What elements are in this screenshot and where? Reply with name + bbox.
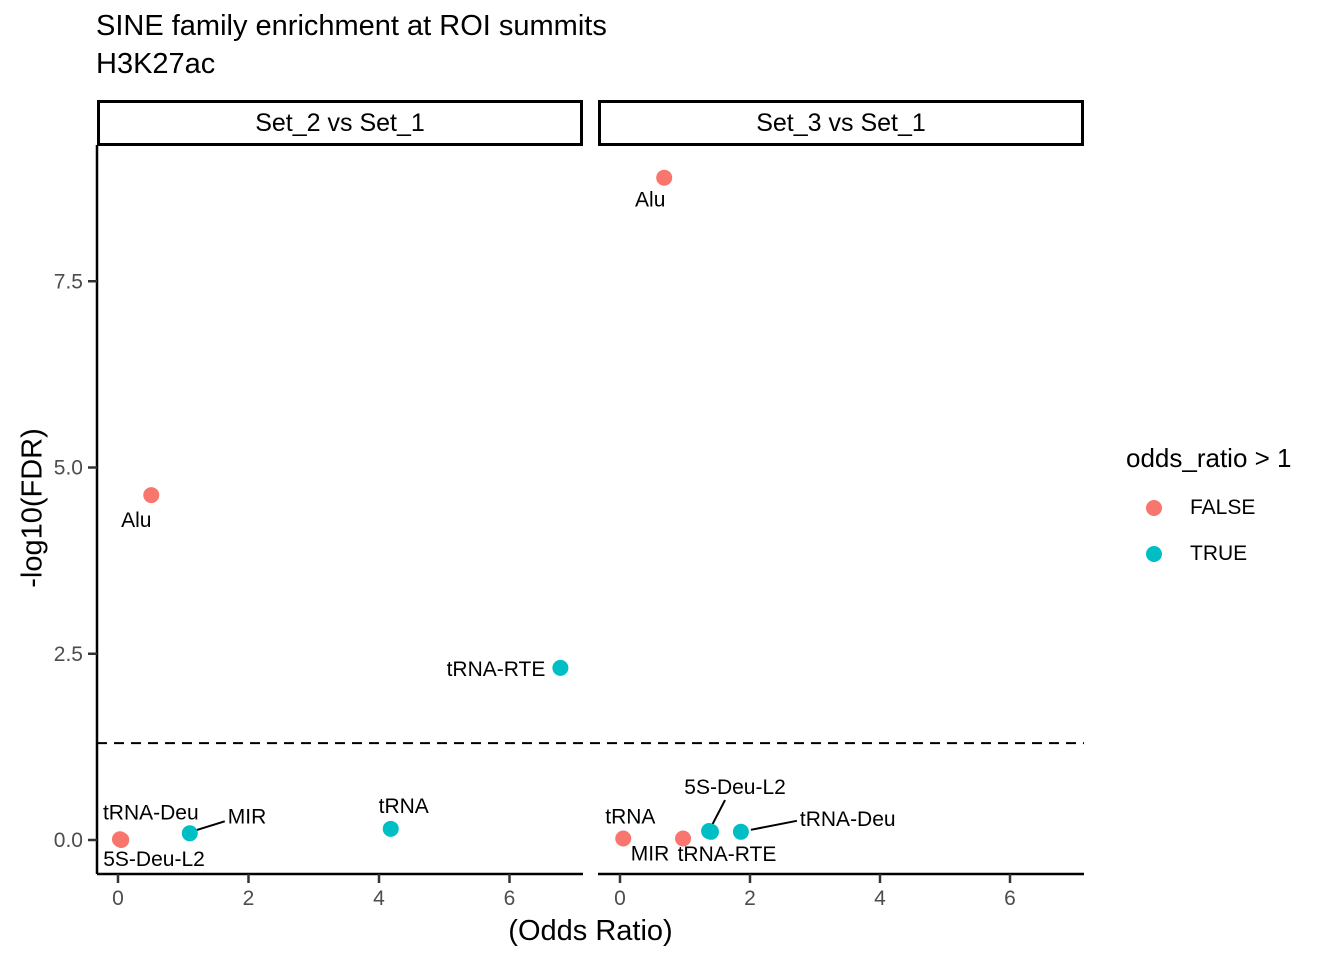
data-point-5s-deu-l2	[701, 823, 718, 840]
y-axis-title: -log10(FDR)	[16, 428, 49, 588]
x-axis-title: (Odds Ratio)	[508, 915, 673, 947]
data-point-trna	[382, 820, 399, 837]
plot-subtitle: H3K27ac	[96, 48, 216, 80]
legend-label-false: FALSE	[1190, 496, 1256, 519]
point-label-trna: tRNA	[379, 795, 429, 818]
facet-strip-label: Set_2 vs Set_1	[255, 108, 425, 137]
data-point-mir	[675, 830, 692, 847]
label-leader-line	[711, 799, 726, 826]
y-tick-label: 2.5	[54, 643, 83, 666]
label-leader-line	[195, 820, 226, 832]
legend-swatch-false	[1146, 500, 1162, 516]
point-label-5s-deu-l2: 5S-Deu-L2	[103, 848, 205, 871]
x-tick-label: 0	[112, 887, 124, 910]
point-label-trna: tRNA	[605, 806, 655, 829]
plot-title: SINE family enrichment at ROI summits	[96, 10, 607, 42]
data-point-alu	[656, 169, 673, 186]
data-point-mir	[181, 825, 198, 842]
point-label-5s-deu-l2: 5S-Deu-L2	[684, 776, 786, 799]
x-tick-label: 6	[504, 887, 516, 910]
legend-label-true: TRUE	[1190, 542, 1248, 565]
point-label-mir: MIR	[228, 805, 267, 828]
x-tick-label: 0	[614, 887, 626, 910]
point-label-trna-rte: tRNA-RTE	[678, 843, 777, 866]
point-label-alu: Alu	[635, 189, 665, 212]
facet-strip-set3-vs-set1: Set_3 vs Set_1	[598, 100, 1084, 146]
point-label-trna-rte: tRNA-RTE	[447, 658, 546, 681]
data-point-trna-deu	[732, 823, 749, 840]
y-tick-label: 0.0	[54, 829, 83, 852]
legend-title: odds_ratio > 1	[1126, 443, 1292, 473]
data-point-alu	[143, 487, 160, 504]
label-leader-line	[750, 819, 798, 831]
point-label-mir: MIR	[631, 843, 670, 866]
x-tick-label: 2	[243, 887, 255, 910]
x-tick-label: 4	[874, 887, 886, 910]
point-label-trna-deu: tRNA-Deu	[800, 808, 896, 831]
x-tick-label: 4	[373, 887, 385, 910]
facet-strip-label: Set_3 vs Set_1	[756, 108, 926, 137]
point-label-trna-deu: tRNA-Deu	[103, 801, 199, 824]
data-point-5s-deu-l2	[113, 832, 130, 848]
point-label-alu: Alu	[121, 509, 151, 532]
data-point-trna	[615, 830, 632, 847]
x-tick-label: 2	[744, 887, 756, 910]
y-tick-label: 5.0	[54, 457, 83, 480]
facet-strip-set2-vs-set1: Set_2 vs Set_1	[97, 100, 583, 146]
data-point-trna-rte	[552, 659, 569, 676]
y-tick-label: 7.5	[54, 270, 83, 293]
x-tick-label: 6	[1004, 887, 1016, 910]
legend-swatch-true	[1146, 546, 1162, 562]
